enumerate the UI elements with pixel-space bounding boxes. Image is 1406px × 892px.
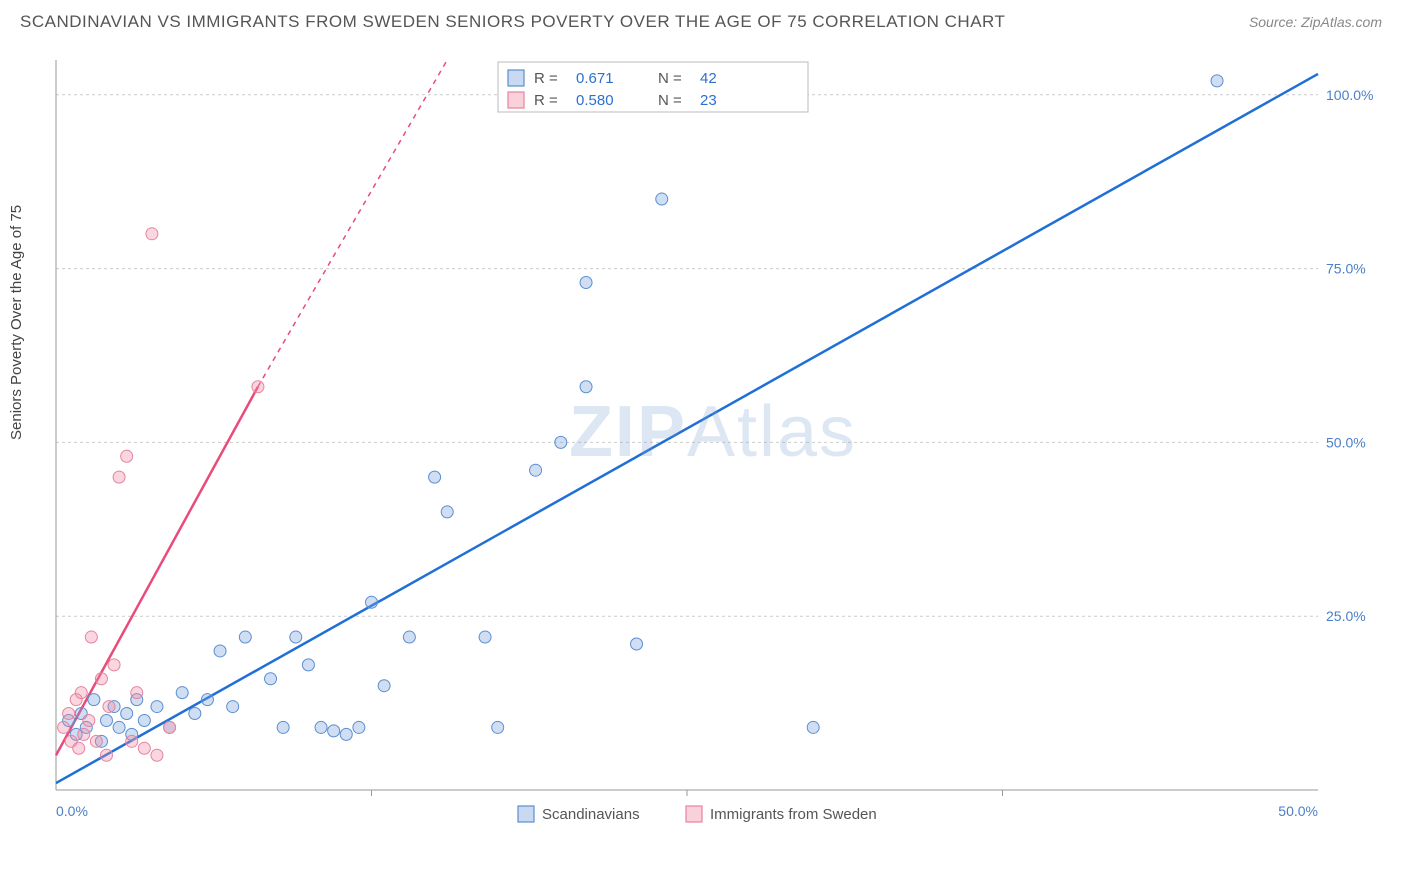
ytick-label: 50.0% [1326,434,1366,450]
data-point [85,631,97,643]
stats-swatch [508,70,524,86]
ytick-label: 100.0% [1326,87,1373,103]
data-point [146,228,158,240]
data-point [63,708,75,720]
ytick-label: 75.0% [1326,261,1366,277]
data-point [239,631,251,643]
stats-n-value: 42 [700,70,717,87]
xtick-label: 50.0% [1278,803,1318,819]
source-label: Source: ZipAtlas.com [1249,14,1382,30]
data-point [131,687,143,699]
data-point [121,450,133,462]
data-point [290,631,302,643]
data-point [58,721,70,733]
data-point [75,687,87,699]
data-point [340,728,352,740]
legend-swatch [518,806,534,822]
legend-swatch [686,806,702,822]
data-point [530,464,542,476]
data-point [492,721,504,733]
data-point [126,735,138,747]
data-point [378,680,390,692]
data-point [189,708,201,720]
stats-r-value: 0.671 [576,70,614,87]
data-point [555,436,567,448]
data-point [277,721,289,733]
data-point [90,735,102,747]
ytick-label: 25.0% [1326,608,1366,624]
data-point [353,721,365,733]
data-point [138,714,150,726]
data-point [108,659,120,671]
data-point [73,742,85,754]
stats-n-label: N = [658,70,682,87]
stats-r-label: R = [534,70,558,87]
stats-swatch [508,92,524,108]
data-point [138,742,150,754]
data-point [441,506,453,518]
legend-label: Scandinavians [542,806,640,823]
data-point [151,749,163,761]
data-point [366,596,378,608]
trendline-immigrants-dashed [258,60,447,387]
legend-label: Immigrants from Sweden [710,806,877,823]
data-point [1211,75,1223,87]
data-point [403,631,415,643]
data-point [631,638,643,650]
data-point [100,749,112,761]
data-point [121,708,133,720]
data-point [100,714,112,726]
stats-r-label: R = [534,92,558,109]
data-point [201,694,213,706]
data-point [95,673,107,685]
trendline-scandinavians [56,74,1318,783]
stats-r-value: 0.580 [576,92,614,109]
chart-title: SCANDINAVIAN VS IMMIGRANTS FROM SWEDEN S… [20,12,1005,32]
stats-n-label: N = [658,92,682,109]
data-point [580,381,592,393]
data-point [227,701,239,713]
stats-n-value: 23 [700,92,717,109]
data-point [580,276,592,288]
data-point [103,701,115,713]
data-point [656,193,668,205]
data-point [429,471,441,483]
data-point [176,687,188,699]
data-point [83,714,95,726]
data-point [113,721,125,733]
chart-area: ZIPAtlas 25.0%50.0%75.0%100.0%0.0%50.0%R… [48,50,1378,830]
data-point [164,721,176,733]
data-point [479,631,491,643]
data-point [807,721,819,733]
data-point [328,725,340,737]
data-point [113,471,125,483]
data-point [214,645,226,657]
data-point [151,701,163,713]
data-point [315,721,327,733]
data-point [265,673,277,685]
data-point [252,381,264,393]
y-axis-label: Seniors Poverty Over the Age of 75 [8,205,25,440]
data-point [88,694,100,706]
data-point [302,659,314,671]
chart-svg: 25.0% 50.0% 75.0% 100.0% 0.0% 50.0% R = 0.671 N … [48,50,1378,830]
xtick-label: 0.0% [56,803,88,819]
data-point [78,728,90,740]
